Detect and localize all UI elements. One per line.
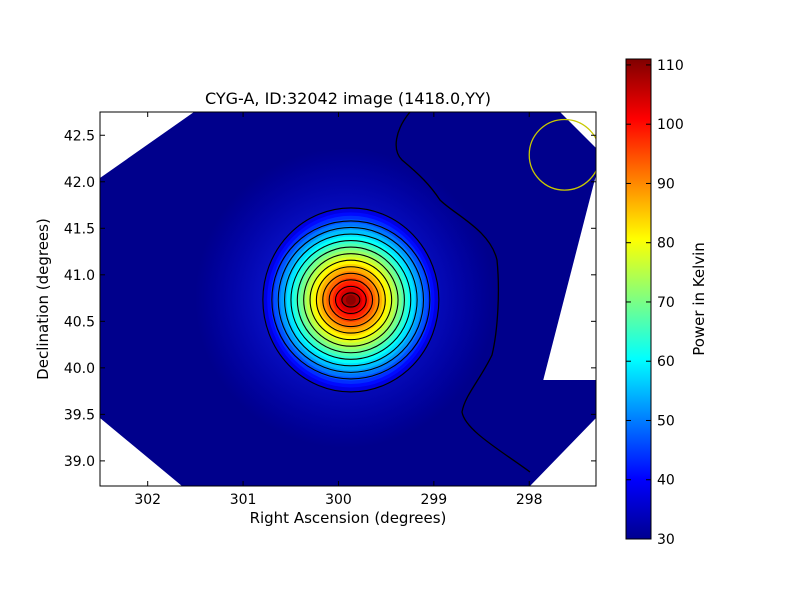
- colorbar-tick-label: 50: [657, 413, 675, 429]
- y-tick-label: 42.0: [64, 175, 95, 191]
- contour-line: [290, 240, 412, 360]
- contour-line: [284, 233, 418, 367]
- intensity-level: [345, 294, 356, 305]
- colorbar-tick-label: 70: [657, 295, 675, 311]
- contour-line: [334, 285, 367, 315]
- y-tick-label: 39.0: [64, 454, 95, 470]
- colorbar-tick-label: 30: [657, 532, 675, 548]
- colorbar-ticks: 30 40 50 60 70 80 90 100 110: [626, 58, 684, 548]
- y-tick-label: 40.5: [64, 314, 95, 330]
- contour-lines: [262, 207, 440, 393]
- y-tick-label: 39.5: [64, 407, 95, 423]
- x-tick-label: 301: [230, 492, 257, 508]
- colorbar-tick-label: 40: [657, 473, 675, 489]
- x-axis-label: Right Ascension (degrees): [250, 509, 447, 527]
- colorbar-tick-label: 80: [657, 236, 675, 252]
- colorbar-tick-label: 100: [657, 117, 684, 133]
- colorbar-tick-label: 60: [657, 354, 675, 370]
- contour-line: [296, 246, 405, 354]
- sky-map: [100, 112, 596, 486]
- y-tick-label: 41.0: [64, 268, 95, 284]
- axes-frame: [99, 111, 597, 487]
- x-tick-label: 302: [134, 492, 161, 508]
- chart-title: CYG-A, ID:32042 image (1418.0,YY): [205, 89, 491, 108]
- contour-line: [322, 272, 380, 328]
- contour-line: [277, 226, 425, 373]
- y-tick-label: 42.5: [64, 128, 95, 144]
- contour-line: [271, 220, 431, 380]
- colorbar-tick-label: 90: [657, 176, 675, 192]
- data-footprint-lower-right: [500, 380, 596, 486]
- contour-line: [315, 266, 386, 334]
- y-tick-label: 41.5: [64, 221, 95, 237]
- x-tick-label: 299: [420, 492, 447, 508]
- colorbar: [625, 58, 652, 540]
- x-tick-label: 298: [516, 492, 543, 508]
- contour-line: [341, 292, 361, 308]
- contour-outer-curve: [395, 112, 531, 473]
- y-tick-label: 40.0: [64, 361, 95, 377]
- source-core: [263, 208, 438, 391]
- colorbar-label: Power in Kelvin: [690, 242, 708, 356]
- beam-marker-circle: [528, 118, 596, 191]
- x-axis-ticks: 302 301 300 299 298: [134, 112, 543, 508]
- x-tick-label: 300: [325, 492, 352, 508]
- y-axis-label: Declination (degrees): [34, 218, 52, 380]
- y-axis-ticks: 39.0 39.5 40.0 40.5 41.0 41.5 42.0 42.5: [64, 128, 596, 470]
- contour-line: [309, 259, 393, 341]
- contour-line: [328, 279, 374, 321]
- colorbar-tick-label: 110: [657, 58, 684, 74]
- contour-line: [303, 253, 399, 347]
- contour-line: [262, 207, 440, 393]
